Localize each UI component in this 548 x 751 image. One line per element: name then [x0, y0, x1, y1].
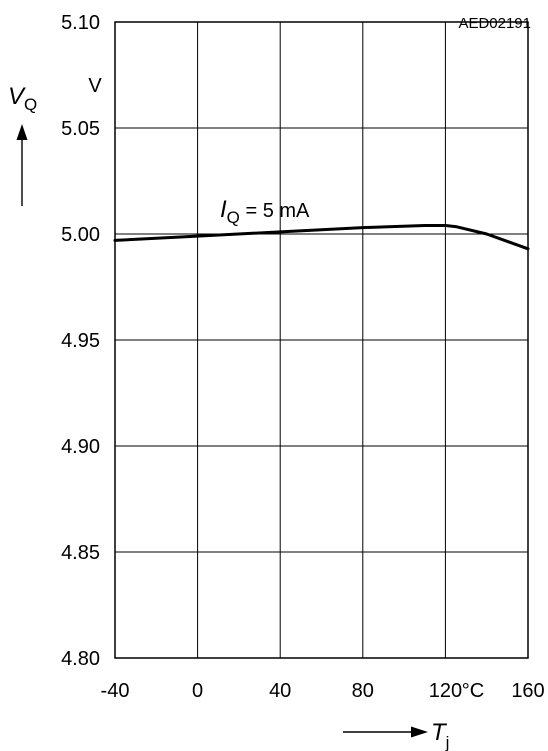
y-axis-symbol: VQ — [8, 83, 37, 114]
y-tick-label: 5.00 — [61, 224, 100, 246]
plot-frame — [114, 21, 529, 659]
y-axis-arrow — [16, 124, 28, 206]
y-tick-label: 4.95 — [61, 330, 100, 352]
x-tick-label: -40 — [101, 680, 130, 702]
x-tick-label: 80 — [352, 680, 374, 702]
grid — [114, 21, 529, 659]
y-tick-label: 4.85 — [61, 542, 100, 564]
x-axis-symbol-main: T — [431, 719, 448, 746]
y-tick-label: 4.80 — [61, 648, 100, 670]
y-tick-label: 5.10 — [61, 12, 100, 34]
figure-code: AED02191 — [458, 15, 531, 32]
x-axis-unit: °C — [462, 680, 484, 702]
y-axis-unit: V — [88, 75, 102, 97]
series-label-rest: = 5 mA — [240, 200, 310, 222]
x-tick-label: 0 — [192, 680, 203, 702]
x-axis-arrow — [343, 726, 428, 738]
x-tick-label: 40 — [269, 680, 291, 702]
y-tick-labels: 4.80 4.85 4.90 4.95 5.00 5.05 5.10 — [61, 12, 100, 670]
x-tick-labels: -40 0 40 80 120 160 — [101, 680, 545, 702]
x-tick-label: 120 — [429, 680, 462, 702]
x-axis-symbol-sub: j — [445, 733, 450, 751]
series-line-iq-5ma — [113, 224, 530, 251]
series-label-main: I — [220, 196, 227, 223]
y-axis-symbol-sub: Q — [24, 95, 37, 114]
y-tick-label: 5.05 — [61, 118, 100, 140]
y-tick-label: 4.90 — [61, 436, 100, 458]
series-label: IQ = 5 mA — [220, 196, 310, 227]
series-label-sub: Q — [227, 208, 240, 227]
x-tick-label: 160 — [511, 680, 544, 702]
x-axis-symbol: Tj — [431, 719, 449, 751]
y-axis-symbol-main: V — [8, 83, 26, 110]
